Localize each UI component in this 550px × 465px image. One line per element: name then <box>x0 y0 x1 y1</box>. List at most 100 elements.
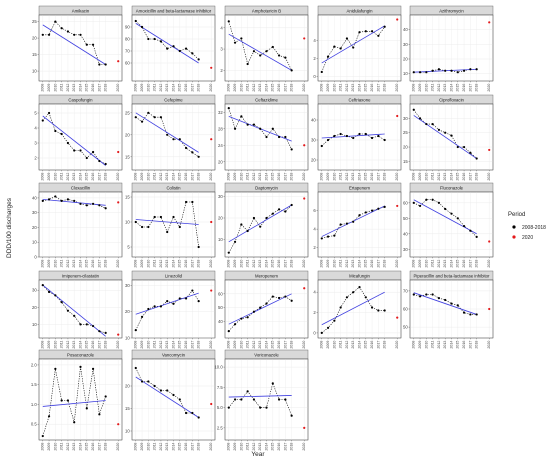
x-tick-label: 2014 <box>78 341 82 349</box>
y-tick-label: 70 <box>125 49 130 54</box>
data-point <box>172 393 175 397</box>
y-tick-label: 15 <box>32 52 37 57</box>
x-tick-label: 2018 <box>104 341 108 349</box>
data-point <box>134 116 137 119</box>
x-tick-label: 2016 <box>91 84 95 92</box>
panel-title: Daptomycin <box>255 185 278 190</box>
x-tick-label: 2017 <box>97 84 101 92</box>
data-point <box>333 45 336 48</box>
y-tick-label: 3 <box>220 47 223 52</box>
x-tick-label: 2009 <box>140 443 144 451</box>
x-tick-label: 2016 <box>462 341 466 349</box>
data-point <box>418 71 422 74</box>
x-tick-label: 2013 <box>258 84 262 92</box>
data-point <box>265 216 268 220</box>
panel-title: Azithromycin <box>439 8 464 13</box>
data-point <box>252 216 256 220</box>
x-tick-label: 2014 <box>264 341 268 349</box>
trend-line <box>42 24 106 65</box>
x-tick-label: 2011 <box>431 84 435 92</box>
y-tick-label: 4 <box>313 290 316 295</box>
data-point <box>227 107 230 110</box>
x-tick-label: 2014 <box>264 84 268 92</box>
data-point <box>284 210 287 213</box>
x-tick-label: 2011 <box>153 84 157 92</box>
data-point <box>456 145 459 149</box>
y-tick-label: 0 <box>34 255 37 260</box>
trend-line <box>135 23 199 64</box>
y-tick-label: 40 <box>403 231 408 236</box>
x-tick-label: 2012 <box>159 443 163 451</box>
data-point <box>412 71 415 74</box>
panel-title: Colistin <box>166 185 181 190</box>
data-point <box>377 134 380 138</box>
x-tick-label: 2010 <box>239 443 243 451</box>
x-tick-label: 2009 <box>140 173 144 181</box>
y-tick-label: 5 <box>34 111 37 116</box>
data-point <box>339 132 342 136</box>
x-tick-label: 2008 <box>412 84 416 92</box>
data-point <box>41 33 44 36</box>
panel-title: Vancomycin <box>162 352 186 357</box>
panel-daptomycin: Daptomycin 10 20 30 2008 2009 2010 2011 2012 2013… <box>218 182 309 268</box>
data-point <box>462 311 466 314</box>
data-point-2020 <box>117 201 120 204</box>
x-tick-label: 2018 <box>104 260 108 268</box>
data-point-2020 <box>396 316 399 319</box>
x-tick-label: 2014 <box>357 260 361 268</box>
data-point <box>259 406 262 409</box>
series-connector <box>228 382 292 416</box>
y-tick-label: 2 <box>313 56 316 61</box>
data-point <box>377 34 380 37</box>
panel-title: Meropenem <box>255 273 278 278</box>
x-tick-label: 2016 <box>91 260 95 268</box>
data-point <box>456 304 459 307</box>
x-tick-label: 2015 <box>364 341 368 349</box>
panel-title: Cefepime <box>164 97 183 102</box>
y-tick-label: 7.5 <box>217 385 224 390</box>
x-tick-label: 2015 <box>85 341 89 349</box>
x-tick-label: 2014 <box>171 260 175 268</box>
data-point <box>153 305 156 308</box>
x-tick-label: 2010 <box>239 341 243 349</box>
panel-title: Ceftazidime <box>255 97 278 102</box>
data-point <box>60 399 63 402</box>
data-point <box>54 294 57 297</box>
data-point <box>462 69 466 72</box>
x-tick-label: 2010 <box>146 443 150 451</box>
x-tick-label: 2010 <box>332 84 336 92</box>
data-point <box>104 207 107 210</box>
data-point <box>412 201 415 204</box>
y-tick-label: 5.0 <box>217 405 224 410</box>
y-tick-label: 25 <box>125 110 130 115</box>
x-tick-label: 2018 <box>475 173 479 181</box>
data-point <box>259 54 262 57</box>
x-tick-label: 2008 <box>227 173 231 181</box>
x-tick-label: 2013 <box>165 341 169 349</box>
x-tick-label: 2014 <box>357 173 361 181</box>
x-tick-label: 2008 <box>41 260 45 268</box>
panel-ertapenem: Ertapenem 2 4 6 2008 2009 2010 2011 2012 2013 2014… <box>313 182 402 268</box>
data-point <box>425 293 428 296</box>
x-tick-label: 2020 <box>116 260 120 268</box>
x-tick-label: 2015 <box>456 260 460 268</box>
data-point <box>98 413 101 416</box>
data-point <box>444 298 447 302</box>
data-point <box>246 62 249 66</box>
panel-title: Amoxicillin and beta-lactamase inhibitor <box>136 8 212 13</box>
x-tick-label: 2008 <box>412 341 416 349</box>
x-tick-label: 2017 <box>190 341 194 349</box>
data-point <box>444 131 447 134</box>
data-point <box>383 309 386 312</box>
y-tick-label: 3 <box>34 141 37 146</box>
x-tick-label: 2009 <box>326 173 330 181</box>
x-tick-label: 2009 <box>326 260 330 268</box>
y-tick-label: 2 <box>313 245 316 250</box>
data-point <box>166 230 169 234</box>
data-point <box>265 135 268 139</box>
y-tick-label: 0.5 <box>31 422 38 427</box>
x-tick-label: 2015 <box>271 341 275 349</box>
x-tick-label: 2013 <box>258 341 262 349</box>
x-tick-label: 2017 <box>97 260 101 268</box>
